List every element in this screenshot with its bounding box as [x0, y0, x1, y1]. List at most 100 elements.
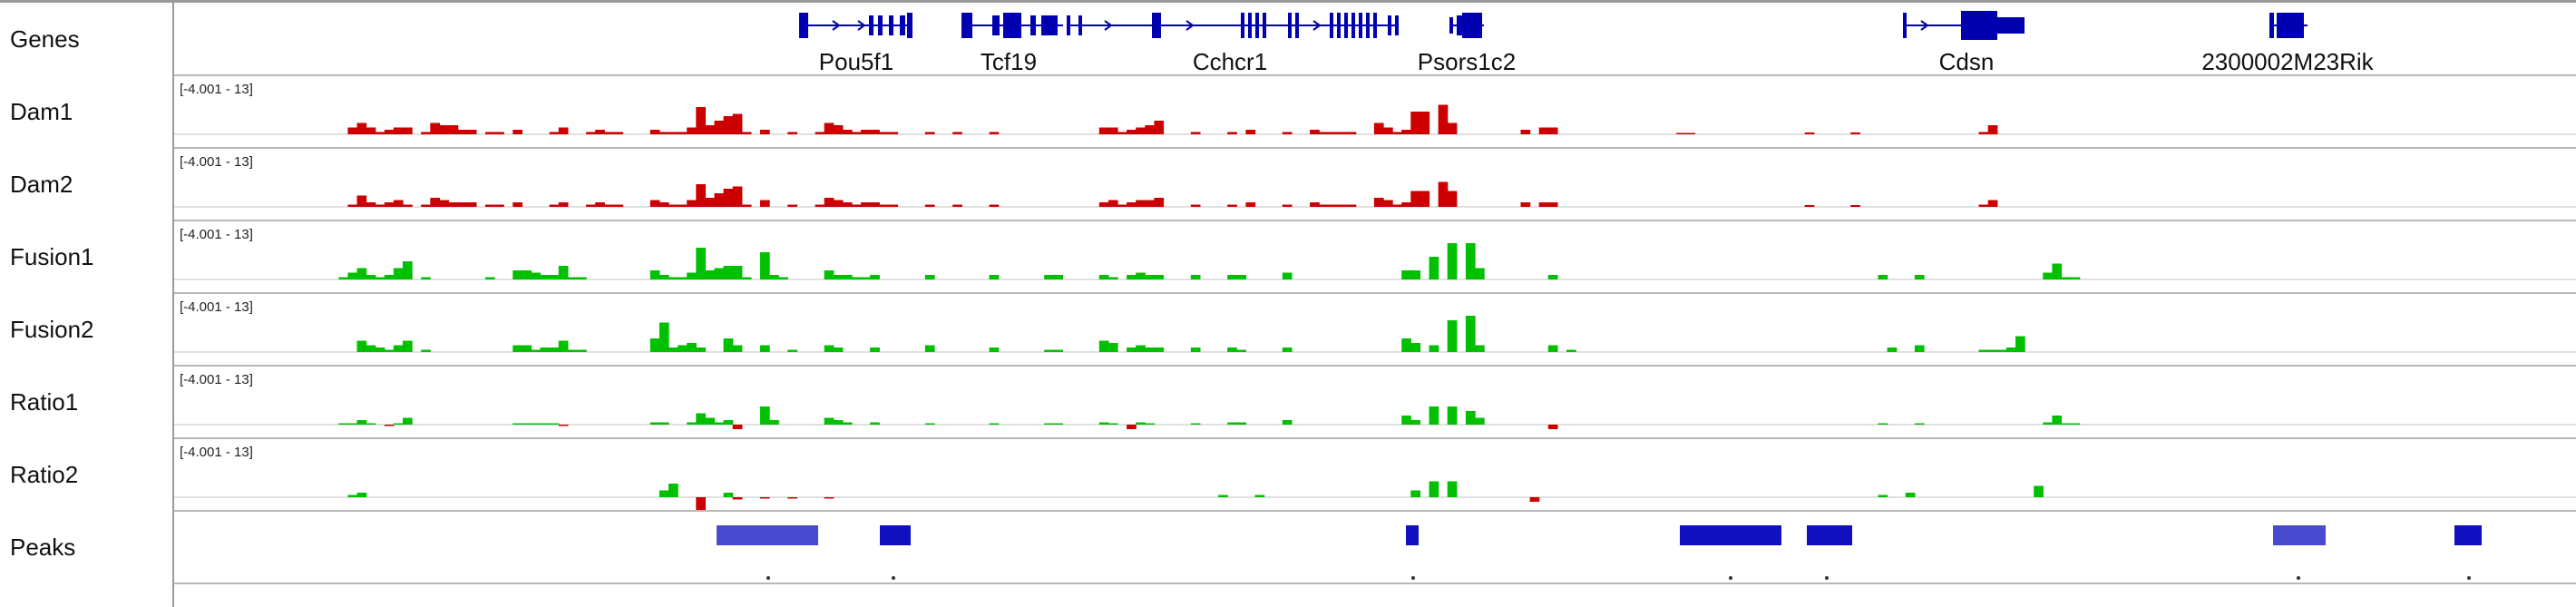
signal-bar: [494, 132, 504, 134]
gene-label-psors1c2[interactable]: Psors1c2: [1417, 48, 1517, 75]
track-name-ratio2[interactable]: Ratio2: [10, 461, 79, 488]
track-name-fusion2[interactable]: Fusion2: [10, 316, 94, 343]
signal-bar: [522, 270, 532, 279]
gene-label-pou5f1[interactable]: Pou5f1: [818, 48, 894, 75]
signal-bar: [1401, 338, 1411, 352]
gene-exon: [1457, 15, 1462, 35]
signal-bar: [384, 130, 395, 134]
signal-bar: [1236, 275, 1246, 279]
signal-bar: [1282, 204, 1293, 207]
track-name-dam2[interactable]: Dam2: [10, 171, 73, 198]
signal-bar: [732, 113, 743, 134]
signal-bar: [1410, 112, 1420, 134]
gene-exon: [2269, 13, 2274, 38]
signal-bar: [384, 275, 395, 279]
signal-bar: [924, 132, 935, 134]
signal-bar: [1245, 130, 1256, 134]
tracks-canvas[interactable]: [174, 3, 2576, 607]
signal-bar: [2034, 485, 2044, 497]
signal-bar: [1136, 345, 1146, 352]
gene-label-cchcr1[interactable]: Cchcr1: [1192, 48, 1268, 75]
strand-arrow-icon: [1104, 20, 1113, 31]
signal-bar: [558, 340, 569, 352]
signal-bar: [512, 345, 522, 352]
signal-bar: [393, 127, 404, 134]
signal-bar: [1410, 420, 1420, 425]
signal-bar: [824, 198, 834, 207]
gene-exon: [799, 13, 808, 38]
signal-bar: [1978, 349, 1989, 352]
signal-bar: [659, 132, 669, 134]
signal-bar: [1850, 205, 1860, 207]
track-name-genes[interactable]: Genes: [10, 25, 80, 53]
signal-bar: [1117, 132, 1127, 134]
signal-bar: [1154, 121, 1165, 134]
peak-summit-dot: [2297, 576, 2300, 580]
signal-bar: [870, 130, 880, 134]
signal-bar: [512, 130, 522, 134]
signal-bar: [852, 132, 862, 134]
data-range-dam2: [-4.001 - 13]: [180, 154, 253, 170]
signal-bar: [1346, 204, 1357, 207]
gene-label-2300002m23rik[interactable]: 2300002M23Rik: [2201, 48, 2374, 75]
signal-bar: [824, 122, 834, 134]
signal-bar: [2015, 336, 2025, 352]
signal-bar: [1282, 348, 1293, 352]
signal-bar: [833, 420, 844, 425]
signal-bar: [989, 204, 1000, 207]
signal-bar: [393, 345, 404, 352]
signal-bar: [2070, 423, 2081, 425]
signal-bar: [595, 130, 605, 134]
signal-bar: [870, 422, 880, 425]
signal-bar: [540, 275, 551, 279]
signal-bar: [485, 204, 495, 207]
signal-bar: [1878, 494, 1888, 497]
signal-bar: [723, 420, 734, 425]
signal-bar: [1337, 204, 1348, 207]
signal-bar-negative: [558, 425, 569, 426]
signal-bar: [1154, 348, 1165, 352]
signal-bar: [613, 204, 624, 207]
signal-bar: [1337, 132, 1348, 134]
signal-bar: [1410, 490, 1420, 497]
signal-bar: [714, 121, 725, 134]
signal-bar: [1447, 406, 1458, 425]
signal-bar: [668, 204, 678, 207]
track-name-dam1[interactable]: Dam1: [10, 98, 73, 125]
signal-bar: [1401, 270, 1411, 279]
signal-bar: [549, 275, 560, 279]
signal-bar-negative: [384, 425, 395, 426]
gene-label-cdsn[interactable]: Cdsn: [1938, 48, 1995, 75]
signal-bar: [815, 204, 825, 207]
signal-bar: [760, 406, 770, 425]
signal-bar: [1401, 130, 1411, 134]
track-name-fusion1[interactable]: Fusion1: [10, 243, 94, 270]
gene-exon: [1041, 15, 1058, 35]
signal-bar: [1878, 275, 1888, 279]
signal-bar: [833, 348, 844, 352]
signal-bar: [1227, 422, 1237, 425]
track-name-ratio1[interactable]: Ratio1: [10, 388, 79, 416]
data-panel[interactable]: Pou5f1 Tcf19 Cchcr1 Psors1c2 Cdsn 230000…: [174, 3, 2576, 607]
signal-bar: [430, 198, 440, 207]
signal-bar: [924, 345, 935, 352]
signal-bar: [769, 420, 779, 425]
signal-bar: [678, 345, 688, 352]
track-name-peaks[interactable]: Peaks: [10, 534, 76, 561]
signal-bar: [732, 186, 743, 207]
gene-label-tcf19[interactable]: Tcf19: [980, 48, 1038, 75]
signal-bar: [888, 132, 899, 134]
peak-summit-dot: [1411, 576, 1415, 580]
signal-bar: [842, 275, 853, 279]
signal-bar: [1098, 275, 1109, 279]
signal-bar: [1227, 132, 1237, 134]
signal-bar: [1804, 132, 1815, 134]
signal-bar: [421, 204, 431, 207]
signal-bar: [1392, 204, 1402, 207]
signal-bar: [1447, 122, 1458, 134]
signal-bar: [833, 200, 844, 207]
signal-bar: [705, 198, 716, 207]
signal-bar: [347, 127, 358, 134]
signal-bar: [1547, 127, 1558, 134]
signal-bar: [604, 204, 614, 207]
